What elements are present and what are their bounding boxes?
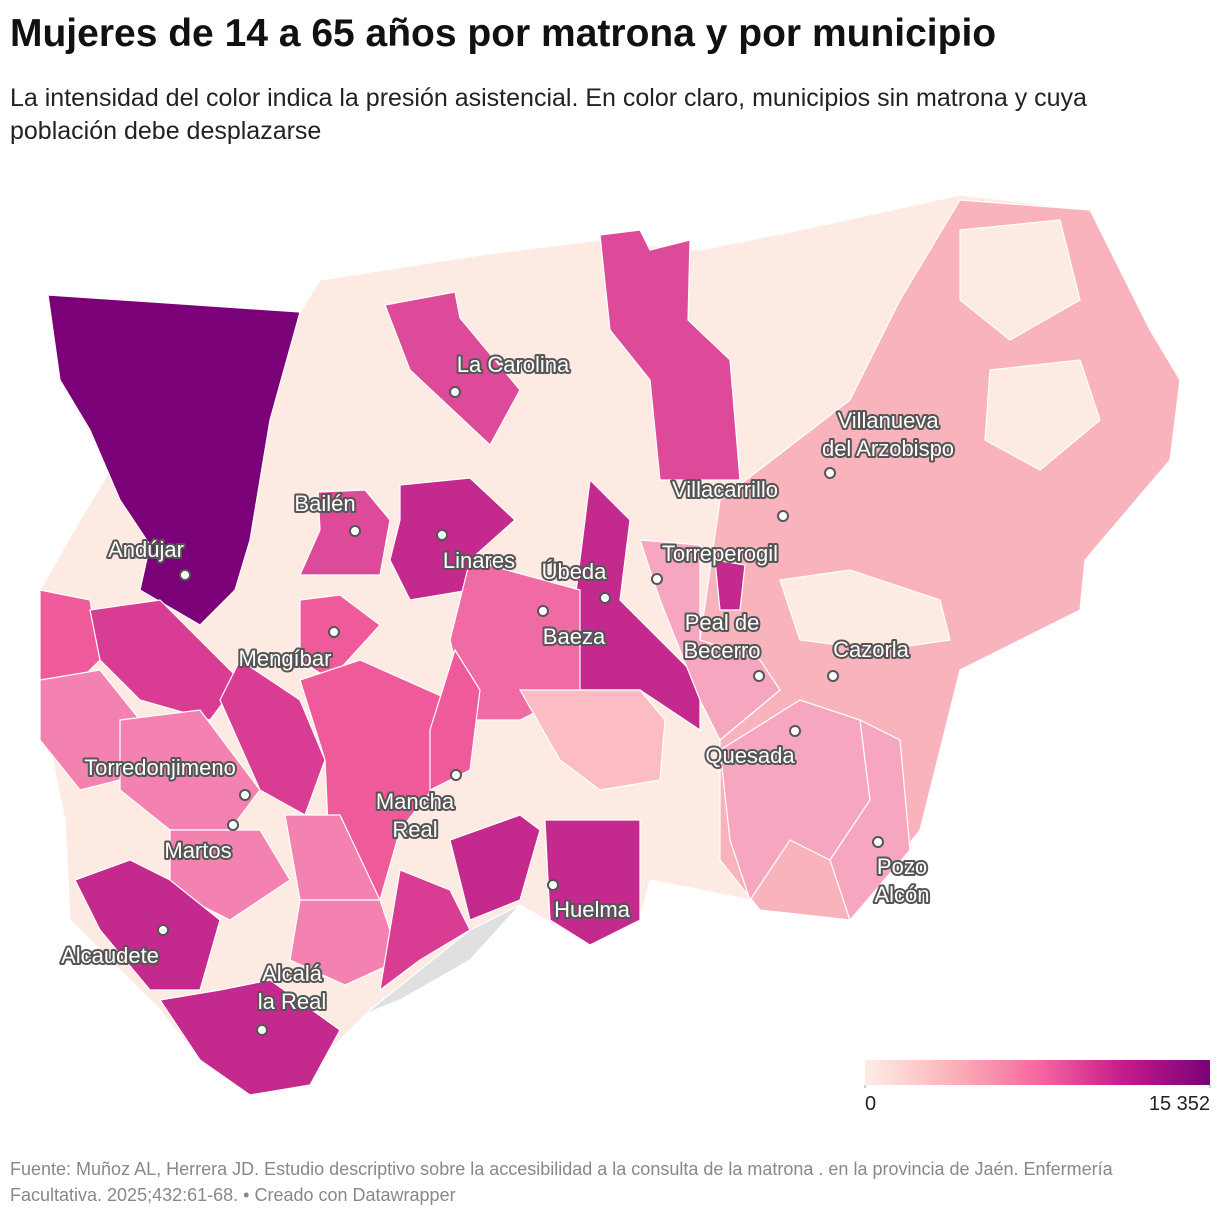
legend-label: 0 (865, 1093, 876, 1115)
municipalities (39, 194, 1181, 1096)
city-dot (328, 626, 340, 638)
city-label: Pozo (877, 854, 927, 879)
city-dot (651, 573, 663, 585)
map: La Carolina Villanueva del Arzobispo Villac… (39, 194, 1211, 1115)
city-label: Becerro (683, 638, 760, 663)
city-label: Peal de (685, 610, 760, 635)
city-label: la Real (258, 989, 326, 1014)
city-label: Linares (443, 548, 515, 573)
city-dot (599, 592, 611, 604)
title: Mujeres de 14 a 65 años por matrona y po… (10, 12, 997, 55)
city-dot (824, 467, 836, 479)
city-label: Alcaudete (61, 943, 159, 968)
city-dot (179, 569, 191, 581)
city-dot (449, 386, 461, 398)
city-dot (789, 725, 801, 737)
city-label: Alcón (874, 882, 929, 907)
city-label: Mancha (376, 789, 455, 814)
city-label: Torredonjimeno (84, 755, 236, 780)
city-label: Huelma (554, 897, 631, 922)
city-dot (227, 819, 239, 831)
city-label: Bailén (294, 491, 355, 516)
city-label: Real (392, 817, 437, 842)
city-label: Villacarrillo (672, 477, 778, 502)
legend-gradient (865, 1060, 1210, 1085)
city-label: Baeza (543, 624, 606, 649)
city-dot (349, 525, 361, 537)
city-dot (436, 529, 448, 541)
city-label: Quesada (705, 743, 795, 768)
city-label: Alcalá (262, 961, 323, 986)
city-dot (872, 836, 884, 848)
city-label: Andújar (108, 537, 184, 562)
city-dot (547, 879, 559, 891)
city-label: Mengíbar (239, 646, 332, 671)
city-dot (777, 510, 789, 522)
city-dot (256, 1024, 268, 1036)
city-dot (450, 769, 462, 781)
city-label: Úbeda (542, 559, 608, 584)
city-label: Torreperogil (662, 541, 778, 566)
city-dot (157, 924, 169, 936)
city-dot (827, 670, 839, 682)
city-label: Cazorla (833, 637, 910, 662)
city-label: del Arzobispo (822, 436, 954, 461)
city-dot (537, 605, 549, 617)
subtitle: La intensidad del color indica la presió… (10, 84, 1087, 145)
city-dot (239, 789, 251, 801)
city-label: Martos (164, 838, 231, 863)
city-dot (753, 670, 765, 682)
city-label: Villanueva (837, 408, 939, 433)
city-label: La Carolina (457, 352, 570, 377)
source: Fuente: Muñoz AL, Herrera JD. Estudio de… (10, 1159, 1113, 1205)
legend-label: 15 352 (1149, 1093, 1210, 1115)
